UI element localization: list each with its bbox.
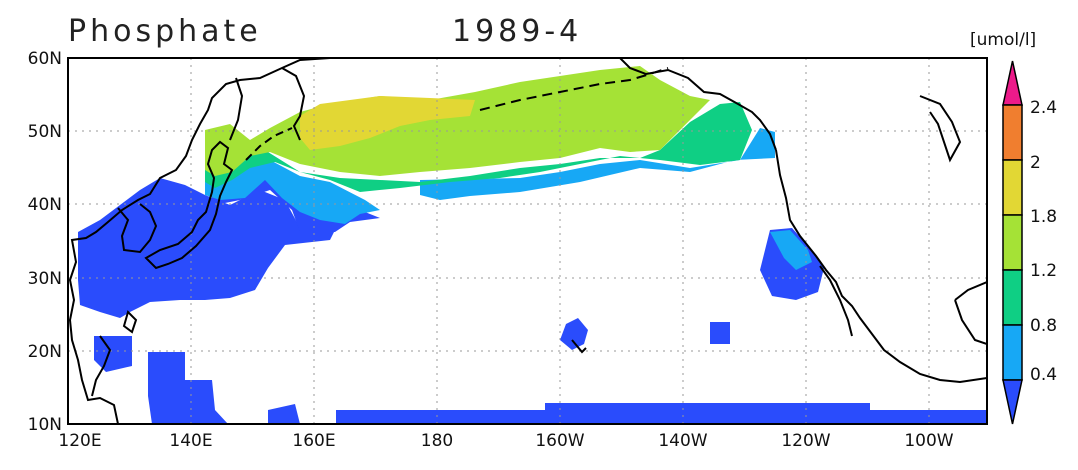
lat-tick-40n: 40N <box>28 195 62 215</box>
lon-tick-120w: 120W <box>781 431 830 451</box>
colorbar-segment-1 <box>1002 324 1023 381</box>
coastline-japan <box>144 140 234 270</box>
phosphate-region-south-low <box>148 352 228 424</box>
map-plot-area <box>67 57 988 425</box>
coastline-gulf <box>954 281 987 345</box>
map-title-date: 1989-4 <box>452 14 583 49</box>
colorbar-labels: 0.4 0.8 1.2 1.8 2 2.4 <box>1030 98 1057 385</box>
colorbar-segment-2 <box>1002 269 1023 326</box>
phosphate-region-subarctic-0.8 <box>205 128 775 224</box>
lon-tick-100w: 100W <box>904 431 953 451</box>
colorbar-segment-top-arrow <box>1002 60 1023 106</box>
phosphate-field <box>78 66 987 424</box>
lat-tick-50n: 50N <box>28 122 62 142</box>
coastline-baja <box>819 265 853 337</box>
lat-tick-10n: 10N <box>28 415 62 435</box>
coastline-philippines <box>91 335 112 397</box>
graticule <box>68 58 987 424</box>
coastline-canada <box>919 95 962 163</box>
colorbar-segment-bottom-arrow <box>1002 379 1023 425</box>
coastline-korea <box>117 203 158 254</box>
colorbar-unit-label: [umol/l] <box>970 30 1037 50</box>
colorbar-label-1.8: 1.8 <box>1030 207 1057 227</box>
phosphate-region-west-low <box>78 178 335 318</box>
map-title-variable: Phosphate <box>68 14 262 49</box>
lat-tick-30n: 30N <box>28 269 62 289</box>
lon-tick-140e: 140E <box>169 431 212 451</box>
lon-tick-160w: 160W <box>535 431 584 451</box>
coastline-kamchatka <box>281 67 306 141</box>
lon-tick-160e: 160E <box>292 431 335 451</box>
phosphate-region-okinawa-low <box>94 336 132 372</box>
lon-tick-120e: 120E <box>58 431 101 451</box>
colorbar-segment-3 <box>1002 214 1023 271</box>
latitude-axis: 60N 50N 40N 30N 20N 10N <box>28 49 62 435</box>
coastline-taiwan <box>122 310 138 334</box>
coastline-alaska <box>619 58 777 151</box>
phosphate-region-baja-low <box>710 322 730 344</box>
coastline-kuril <box>245 127 293 161</box>
map-frame <box>67 57 988 425</box>
coastline-asia <box>68 58 331 424</box>
phosphate-region-hawaii-low <box>560 318 588 350</box>
coastline-hawaii <box>571 339 587 354</box>
colorbar-segment-5 <box>1002 104 1023 161</box>
lon-tick-140w: 140W <box>658 431 707 451</box>
colorbar-label-2.4: 2.4 <box>1030 98 1057 118</box>
phosphate-region-subarctic-1.8 <box>205 66 710 176</box>
coastline-aleutian <box>479 67 669 111</box>
longitude-axis: 120E 140E 160E 180 160W 140W 120W 100W <box>58 431 953 451</box>
coastlines <box>68 58 987 424</box>
coastline-sakhalin <box>229 77 244 141</box>
phosphate-region-equatorial-low <box>268 403 987 424</box>
colorbar-label-2: 2 <box>1030 153 1041 173</box>
phosphate-region-california-mid <box>770 230 812 270</box>
coastline-north-america <box>775 149 987 384</box>
phosphate-region-subarctic-2.0 <box>300 96 475 150</box>
colorbar-label-0.4: 0.4 <box>1030 365 1057 385</box>
colorbar: 0.4 0.8 1.2 1.8 2 2.4 <box>1002 60 1057 425</box>
colorbar-label-1.2: 1.2 <box>1030 261 1057 281</box>
colorbar-label-0.8: 0.8 <box>1030 316 1057 336</box>
lat-tick-60n: 60N <box>28 49 62 69</box>
colorbar-segments <box>1002 60 1023 425</box>
colorbar-segment-4 <box>1002 159 1023 216</box>
lon-tick-180: 180 <box>421 431 453 451</box>
lat-tick-20n: 20N <box>28 342 62 362</box>
